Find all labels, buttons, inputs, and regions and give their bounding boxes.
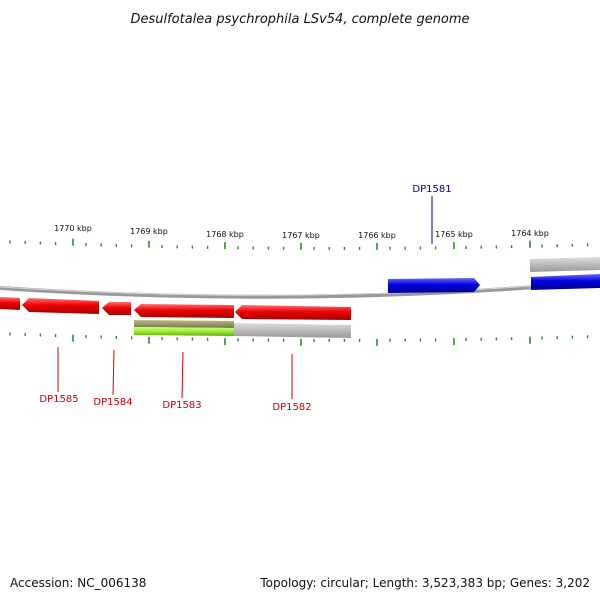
label-DP1582[interactable]: DP1582 xyxy=(272,402,311,413)
feature-bar-gray-forward xyxy=(530,257,600,272)
gene-DP1583[interactable] xyxy=(134,304,234,318)
map-title: Desulfotalea psychrophila LSv54, complet… xyxy=(130,12,469,27)
gene-DP1581[interactable] xyxy=(388,278,480,293)
label-DP1585[interactable]: DP1585 xyxy=(39,394,78,405)
scale-labels: 1770 kbp 1769 kbp 1768 kbp 1767 kbp 1766… xyxy=(54,224,549,240)
feature-bar-olive xyxy=(134,320,234,328)
gene-labels: DP1581 DP1585 DP1584 DP1583 DP1582 xyxy=(39,184,451,413)
accession-label: Accession: NC_006138 xyxy=(10,576,147,590)
backbone-highlight xyxy=(0,280,600,296)
gene-forward-right[interactable] xyxy=(531,274,600,290)
feature-bar-green xyxy=(134,327,234,336)
tick-label-1768: 1768 kbp xyxy=(206,230,244,239)
tick-label-1770: 1770 kbp xyxy=(54,224,92,233)
tick-label-1764: 1764 kbp xyxy=(511,229,549,238)
tick-label-1769: 1769 kbp xyxy=(130,227,168,236)
tick-label-1767: 1767 kbp xyxy=(282,231,320,240)
feature-bar-gray-reverse xyxy=(234,323,351,338)
upper-tick-track xyxy=(9,238,589,250)
gene-DP1584[interactable] xyxy=(102,302,131,315)
gene-DP1585[interactable] xyxy=(22,298,99,314)
gene-left-partial[interactable] xyxy=(0,297,20,310)
label-DP1583[interactable]: DP1583 xyxy=(162,400,201,411)
label-DP1584[interactable]: DP1584 xyxy=(93,397,132,408)
lower-tick-track xyxy=(9,332,589,346)
leader-DP1583 xyxy=(181,351,184,399)
genome-summary-label: Topology: circular; Length: 3,523,383 bp… xyxy=(260,576,590,590)
leader-DP1584 xyxy=(112,349,115,396)
genome-backbone xyxy=(0,280,600,299)
label-DP1581[interactable]: DP1581 xyxy=(412,184,451,195)
gene-DP1582[interactable] xyxy=(235,305,351,320)
tick-label-1766: 1766 kbp xyxy=(358,231,396,240)
tick-label-1765: 1765 kbp xyxy=(435,230,473,239)
